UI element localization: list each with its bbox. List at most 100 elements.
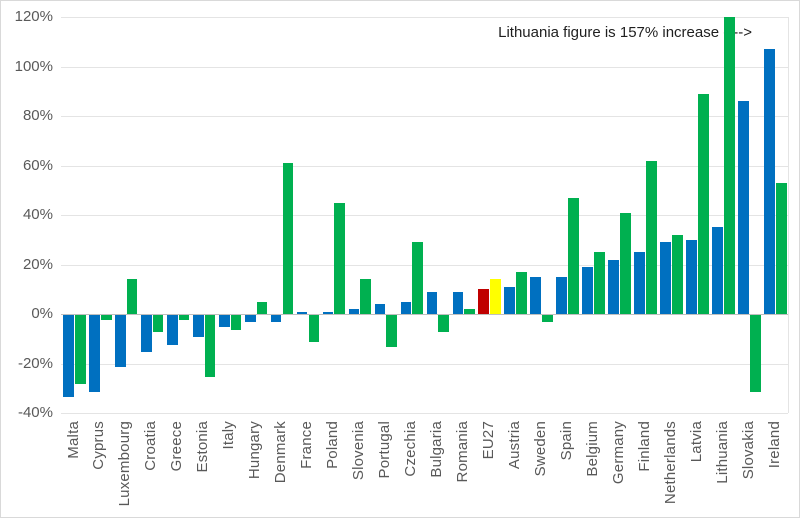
- bar-portugal-first: [374, 304, 386, 314]
- y-axis-tick-label: 0%: [31, 305, 53, 322]
- bar-ireland-first: [764, 49, 775, 314]
- x-category-label: Netherlands: [661, 421, 679, 505]
- bar-poland-second: [334, 202, 346, 314]
- x-category-label: Greece: [168, 421, 186, 472]
- bar-malta-second: [74, 315, 86, 385]
- bar-austria-second: [516, 271, 527, 314]
- x-category-label: Spain: [557, 421, 575, 461]
- x-category-label: Estonia: [194, 421, 212, 473]
- bar-romania-second: [464, 309, 476, 315]
- bar-sweden-first: [530, 276, 542, 314]
- bar-netherlands-second: [672, 234, 683, 314]
- bar-france-first: [296, 311, 308, 314]
- bar-italy-second: [230, 315, 242, 330]
- bar-greece-first: [166, 315, 178, 345]
- y-axis-tick-label: 120%: [14, 8, 53, 25]
- bar-finland-first: [634, 252, 645, 314]
- y-axis-tick-label: -40%: [17, 404, 53, 421]
- bar-bulgaria-first: [426, 291, 438, 314]
- x-category-label: France: [298, 421, 316, 469]
- gridline-60: [61, 165, 788, 167]
- bar-lithuania-first: [712, 227, 723, 314]
- bar-croatia-first: [140, 315, 152, 353]
- bar-slovakia-first: [738, 101, 749, 314]
- gridline-40: [61, 215, 788, 216]
- gridline--40: [61, 413, 788, 414]
- x-category-label: Lithuania: [713, 421, 731, 484]
- bar-eu27-second: [490, 279, 501, 314]
- chart-annotation: Lithuania figure is 157% increase ---->: [498, 24, 752, 41]
- bar-latvia-second: [697, 93, 709, 314]
- y-axis-tick-label: 20%: [22, 255, 53, 273]
- bar-netherlands-first: [660, 242, 671, 314]
- bar-denmark-second: [282, 163, 294, 314]
- bar-slovenia-second: [360, 279, 372, 314]
- bar-spain-second: [568, 197, 579, 314]
- x-category-label: Bulgaria: [428, 421, 445, 478]
- x-category-label: Luxembourg: [116, 421, 134, 507]
- x-category-label: Austria: [505, 421, 523, 470]
- x-category-label: Ireland: [765, 421, 783, 469]
- bar-luxembourg-second: [126, 279, 138, 314]
- bar-cyprus-second: [100, 315, 112, 320]
- x-category-label: Slovenia: [350, 421, 368, 481]
- x-category-label: Belgium: [583, 421, 601, 477]
- bar-czechia-first: [400, 301, 412, 314]
- bar-eu27-first: [478, 289, 490, 315]
- x-category-label: Portugal: [376, 421, 394, 479]
- x-category-label: Denmark: [272, 421, 290, 484]
- x-category-label: Germany: [609, 421, 627, 485]
- bar-belgium-first: [582, 267, 594, 314]
- y-axis-tick-label: 80%: [22, 107, 53, 124]
- bar-portugal-second: [386, 315, 398, 348]
- bar-germany-first: [608, 259, 620, 315]
- bar-lithuania-second: [723, 17, 735, 314]
- x-category-label: Malta: [64, 421, 82, 459]
- bar-croatia-second: [152, 315, 164, 333]
- x-category-label: Cyprus: [90, 421, 108, 470]
- x-category-label: Sweden: [531, 421, 549, 477]
- bar-hungary-second: [256, 301, 268, 314]
- bar-malta-first: [63, 315, 74, 397]
- x-category-label: Latvia: [687, 421, 705, 463]
- x-category-label: Italy: [220, 421, 238, 450]
- bar-denmark-first: [270, 315, 282, 323]
- y-axis-tick-label: 100%: [14, 57, 53, 75]
- gridline-80: [61, 116, 788, 117]
- bar-italy-first: [218, 315, 230, 328]
- x-category-label: Romania: [453, 421, 471, 483]
- x-category-label: Slovakia: [739, 421, 757, 480]
- bar-greece-second: [178, 315, 190, 320]
- gridline-100: [61, 66, 788, 68]
- gridline-20: [61, 264, 788, 266]
- bar-estonia-first: [192, 315, 204, 338]
- bar-sweden-second: [542, 315, 553, 323]
- x-category-label: Czechia: [402, 421, 419, 477]
- bar-bulgaria-second: [438, 315, 450, 333]
- bar-finland-second: [646, 160, 657, 314]
- bar-estonia-second: [204, 315, 216, 377]
- y-axis-tick-label: 60%: [22, 156, 53, 174]
- bar-poland-first: [322, 311, 334, 314]
- bar-hungary-first: [244, 315, 256, 323]
- bar-germany-second: [620, 212, 631, 314]
- bar-austria-first: [504, 286, 516, 314]
- x-category-label: Poland: [324, 421, 342, 469]
- plot-right-border: [788, 17, 789, 413]
- bar-slovakia-second: [749, 315, 761, 392]
- x-category-label: Croatia: [142, 421, 160, 471]
- bar-france-second: [308, 315, 320, 343]
- bar-ireland-second: [775, 182, 787, 314]
- x-category-label: Hungary: [246, 421, 264, 480]
- x-category-label: Finland: [635, 421, 653, 472]
- bar-luxembourg-first: [114, 315, 126, 367]
- gridline--20: [61, 363, 788, 365]
- bar-czechia-second: [412, 242, 424, 314]
- bar-slovenia-first: [348, 309, 360, 315]
- x-axis-line: [61, 314, 788, 315]
- y-axis-tick-label: -20%: [17, 354, 53, 372]
- x-category-label: EU27: [479, 421, 497, 460]
- bar-spain-first: [556, 276, 568, 314]
- bar-romania-first: [452, 291, 464, 314]
